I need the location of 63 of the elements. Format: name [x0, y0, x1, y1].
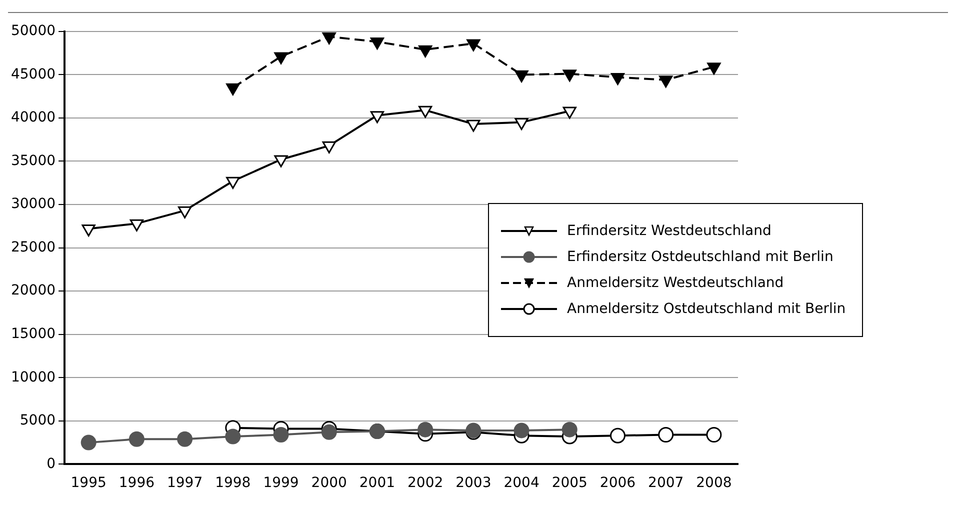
point — [707, 62, 721, 75]
legend-label: Anmeldersitz Westdeutschland — [567, 275, 784, 291]
point — [610, 73, 625, 86]
x-tick-label: 1997 — [166, 475, 203, 492]
point — [226, 176, 240, 189]
point — [130, 219, 144, 232]
y-tick-label: 25000 — [10, 239, 56, 256]
x-tick-label: 2001 — [359, 475, 396, 492]
y-tick-label: 45000 — [10, 66, 56, 82]
point — [322, 141, 336, 154]
y-tick-label: 30000 — [10, 196, 56, 212]
point — [418, 422, 434, 438]
y-tick-label: 50000 — [10, 23, 56, 40]
point — [274, 155, 288, 168]
point — [225, 428, 241, 444]
point — [610, 428, 626, 444]
y-tick-label: 10000 — [10, 369, 56, 386]
point — [128, 431, 144, 447]
point — [562, 106, 576, 119]
point — [80, 434, 96, 450]
point — [562, 70, 576, 82]
point — [226, 83, 240, 96]
point — [322, 32, 336, 44]
point — [514, 70, 528, 82]
legend-label: Erfindersitz Westdeutschland — [567, 223, 772, 239]
point — [514, 118, 528, 130]
point — [418, 106, 432, 118]
x-tick-label: 2008 — [696, 475, 732, 492]
point — [273, 427, 289, 443]
x-tick-label: 1998 — [215, 475, 251, 492]
x-tick-label: 1999 — [263, 475, 299, 492]
x-tick-label: 2002 — [408, 475, 444, 492]
x-tick-label: 1995 — [70, 475, 106, 492]
point — [370, 38, 384, 50]
point — [370, 111, 384, 124]
point — [82, 224, 96, 237]
point — [321, 424, 337, 440]
y-tick-label: 20000 — [10, 282, 56, 299]
x-tick-label: 2003 — [456, 475, 492, 492]
x-tick-label: 2007 — [648, 475, 684, 492]
point — [706, 427, 722, 443]
point — [562, 422, 578, 438]
legend-label: Erfindersitz Ostdeutschland mit Berlin — [567, 249, 834, 265]
point — [178, 206, 192, 218]
legend-label: Anmeldersitz Ostdeutschland mit Berlin — [567, 301, 846, 317]
y-tick-label: 40000 — [10, 110, 56, 126]
point — [418, 45, 432, 58]
x-tick-label: 1996 — [118, 475, 155, 492]
y-tick-label: 0 — [46, 456, 56, 472]
x-tick-label: 2005 — [552, 475, 588, 492]
point — [514, 422, 530, 438]
y-tick-label: 5000 — [20, 412, 56, 429]
point — [659, 76, 673, 88]
x-tick-label: 2004 — [504, 475, 540, 492]
point — [466, 39, 480, 52]
point — [177, 431, 193, 447]
y-tick-label: 15000 — [10, 326, 56, 342]
point — [658, 427, 674, 443]
x-tick-label: 2006 — [600, 475, 636, 492]
point — [274, 52, 288, 64]
y-tick-label: 35000 — [10, 152, 56, 169]
point — [466, 120, 480, 132]
x-tick-label: 2000 — [311, 475, 347, 492]
